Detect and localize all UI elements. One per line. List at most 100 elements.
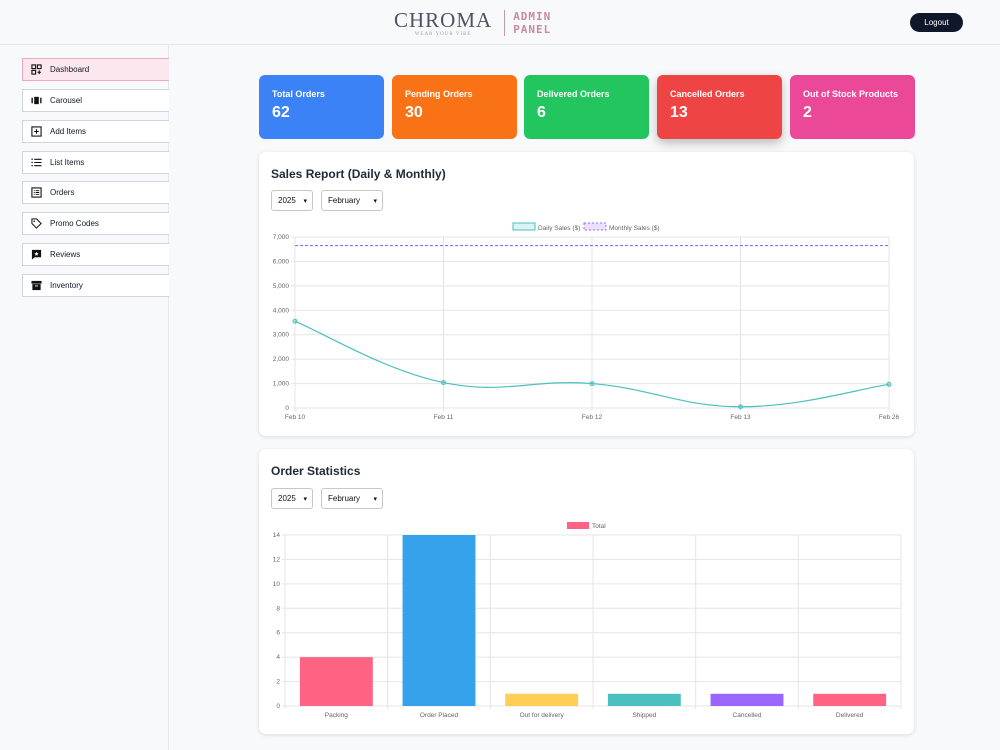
orders-year-select[interactable]: 2025 ▾ [271, 488, 313, 509]
bar-shipped [607, 693, 681, 706]
x-tick-label: Cancelled [733, 712, 762, 719]
bar-cancelled [710, 693, 784, 706]
stat-card-delivered-orders: Delivered Orders 6 [524, 75, 649, 139]
sidebar-item-add-items[interactable]: Add Items [22, 120, 169, 143]
bar-packing [299, 657, 373, 706]
y-tick-label: 1,000 [273, 381, 290, 388]
stat-label: Total Orders [272, 89, 325, 99]
sales-month-select[interactable]: February ▾ [321, 190, 383, 211]
sidebar-item-list-items[interactable]: List Items [22, 151, 169, 174]
x-tick-label: Packing [325, 712, 349, 719]
x-tick-label: Order Placed [420, 712, 459, 719]
sales-month-value: February [328, 196, 361, 205]
top-header: CHROMA WEAR YOUR VIBE ADMIN PANEL Logout [0, 0, 1000, 45]
bar-order-placed [402, 535, 476, 706]
y-tick-label: 8 [276, 605, 280, 612]
sidebar-item-label: Reviews [50, 250, 81, 259]
sidebar-item-label: Inventory [50, 281, 83, 290]
sidebar-item-label: Promo Codes [50, 219, 99, 228]
stat-value: 6 [537, 104, 546, 121]
sidebar-item-promo-codes[interactable]: Promo Codes [22, 212, 169, 235]
stat-card-out-of-stock: Out of Stock Products 2 [790, 75, 915, 139]
sidebar-item-orders[interactable]: Orders [22, 181, 169, 204]
archive-icon [31, 280, 42, 291]
sidebar-item-dashboard[interactable]: Dashboard [22, 58, 169, 81]
y-tick-label: 2 [276, 679, 280, 686]
sales-line-chart: 0 1,000 2,000 3,000 4,000 5,000 6,000 7,000 Feb … [273, 222, 900, 421]
x-tick-label: Out for delivery [520, 712, 565, 719]
y-tick-label: 7,000 [273, 234, 290, 241]
sidebar-item-inventory[interactable]: Inventory [22, 274, 169, 297]
x-tick-label: Feb 26 [879, 414, 900, 421]
x-tick-label: Feb 10 [285, 414, 306, 421]
legend-swatch [567, 522, 589, 529]
y-tick-label: 4 [276, 654, 280, 661]
stat-label: Cancelled Orders [670, 89, 745, 99]
y-tick-label: 12 [273, 556, 281, 563]
x-tick-label: Feb 12 [582, 414, 603, 421]
sidebar-item-label: Add Items [50, 127, 87, 136]
y-tick-label: 0 [276, 703, 280, 710]
orders-month-value: February [328, 494, 361, 503]
logo-tagline: WEAR YOUR VIBE [414, 31, 472, 37]
chevron-down-icon: ▾ [373, 198, 377, 205]
daily-sales-line [294, 320, 890, 408]
orders-year-value: 2025 [278, 494, 296, 503]
y-tick-label: 2,000 [273, 356, 290, 363]
stat-label: Delivered Orders [537, 89, 610, 99]
orders-month-select[interactable]: February ▾ [321, 488, 383, 509]
y-tick-label: 3,000 [273, 332, 290, 339]
daily-sales-point [589, 381, 595, 387]
legend-label: Daily Sales ($) [538, 225, 580, 232]
logout-button[interactable]: Logout [910, 13, 963, 32]
x-tick-label: Delivered [836, 712, 864, 719]
admin-panel-label: ADMIN PANEL [513, 10, 551, 36]
logo-wordmark: CHROMA WEAR YOUR VIBE [394, 9, 492, 37]
logo-divider [504, 10, 506, 36]
x-tick-label: Shipped [632, 712, 656, 719]
chevron-down-icon: ▾ [303, 496, 307, 503]
legend-swatch [583, 222, 607, 231]
sidebar-item-reviews[interactable]: Reviews [22, 243, 169, 266]
stat-card-total-orders: Total Orders 62 [259, 75, 384, 139]
legend-swatch [512, 222, 536, 231]
y-tick-label: 5,000 [273, 283, 290, 290]
x-tick-label: Feb 11 [434, 414, 454, 421]
dashboard-icon [31, 64, 42, 75]
daily-sales-point [738, 404, 743, 410]
daily-sales-point [886, 381, 892, 387]
y-tick-label: 6 [276, 630, 280, 637]
y-tick-label: 14 [273, 532, 281, 539]
stat-label: Pending Orders [405, 89, 473, 99]
y-tick-label: 4,000 [273, 307, 290, 314]
sidebar-item-carousel[interactable]: Carousel [22, 89, 169, 112]
stat-value: 13 [670, 104, 688, 121]
legend-label: Monthly Sales ($) [609, 225, 660, 232]
orders-icon [31, 187, 42, 198]
stat-value: 2 [803, 104, 812, 121]
daily-sales-point [441, 380, 446, 386]
sidebar-item-label: Orders [50, 188, 75, 197]
admin-label-line1: ADMIN [513, 10, 552, 23]
y-tick-label: 0 [285, 405, 289, 412]
stat-card-pending-orders: Pending Orders 30 [392, 75, 517, 139]
stat-card-cancelled-orders: Cancelled Orders 13 [657, 75, 782, 139]
sidebar: Dashboard Carousel Add Items List Items … [0, 45, 169, 750]
daily-sales-point [292, 318, 298, 324]
stat-label: Out of Stock Products [803, 89, 899, 99]
sidebar-item-label: List Items [50, 158, 85, 167]
sales-year-select[interactable]: 2025 ▾ [271, 190, 313, 211]
chevron-down-icon: ▾ [303, 198, 307, 205]
bar-out-for-delivery [505, 693, 579, 706]
sales-report-panel: Sales Report (Daily & Monthly) 2025 ▾ Fe… [259, 152, 914, 436]
legend-label: Total [592, 523, 606, 530]
carousel-icon [31, 95, 42, 106]
stat-value: 62 [272, 104, 290, 121]
add-square-icon [31, 126, 42, 137]
chevron-down-icon: ▾ [373, 496, 377, 503]
order-bar-chart: 0 2 4 6 8 10 12 14 Total Packing Order Placed Out f… [273, 522, 902, 719]
y-tick-label: 10 [273, 581, 281, 588]
order-statistics-title: Order Statistics [271, 464, 361, 478]
sidebar-item-label: Dashboard [50, 65, 90, 74]
brand-logo[interactable]: CHROMA WEAR YOUR VIBE ADMIN PANEL [394, 7, 551, 39]
